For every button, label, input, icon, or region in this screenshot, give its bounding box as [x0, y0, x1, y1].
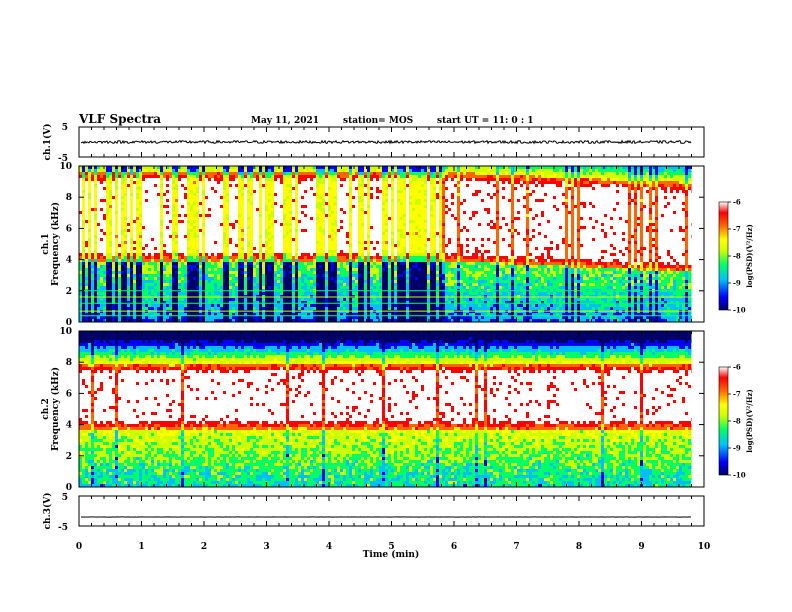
y-tick-label: 2	[66, 287, 72, 297]
figure-title: VLF Spectra	[78, 112, 161, 126]
panel-ch1-spectrogram: 0 2 4 6 8 10 ch.1 Frequency (kHz)	[41, 162, 705, 328]
colorbar-tick-label: -9	[733, 279, 741, 288]
x-tick-label: 9	[638, 542, 644, 552]
ch3-wave-ytick-bottom: -5	[58, 523, 68, 533]
colorbar-tick-label: -7	[733, 225, 741, 234]
ch1-wave-ytick-bottom: -5	[58, 154, 68, 164]
y-tick-label: 8	[66, 193, 72, 203]
x-tick-label: 0	[76, 542, 82, 552]
x-axis-label: Time (min)	[363, 549, 420, 560]
panel-ch2-spectrogram: 0 2 4 6 8 10 ch.2 Frequency (kHz)	[41, 327, 705, 493]
colorbar-tick-label: -10	[733, 306, 746, 315]
x-tick-label: 4	[326, 542, 332, 552]
header-date: May 11, 2021	[251, 116, 319, 126]
colorbar-ch2-gradient	[718, 366, 729, 476]
y-tick-label: 4	[66, 421, 72, 431]
ch1-spectrogram-image	[79, 166, 704, 322]
header-station: station= MOS	[343, 116, 413, 126]
ch1-wave-ylabel: ch.1(V)	[42, 124, 53, 161]
y-tick-label: 10	[59, 327, 72, 337]
x-tick-label: 1	[138, 542, 144, 552]
y-tick-label: 0	[66, 483, 72, 493]
x-tick-label: 7	[513, 542, 519, 552]
ch2-spectrogram-yticks: 0 2 4 6 8 10	[59, 327, 704, 493]
y-tick-label: 4	[66, 256, 72, 266]
ch1-waveform-trace	[80, 139, 692, 145]
colorbar-ch1-gradient	[718, 201, 729, 311]
colorbar-tick-label: -6	[733, 363, 741, 372]
x-axis-ticks	[78, 127, 705, 526]
x-tick-label: 10	[698, 542, 711, 552]
colorbar-tick-label: -8	[733, 252, 741, 261]
waveform-line	[80, 139, 692, 145]
ch2-spectrogram-image	[79, 331, 704, 487]
x-tick-label: 2	[201, 542, 207, 552]
y-tick-label: 8	[66, 358, 72, 368]
colorbar-ch1-label: log(PSD)(V²/Hz)	[745, 224, 754, 288]
ch1-spec-ylabel-channel: ch.1	[41, 233, 51, 254]
y-tick-label: 6	[66, 389, 72, 399]
x-tick-label: 6	[451, 542, 457, 552]
y-tick-label: 6	[66, 224, 72, 234]
colorbar-tick-label: -10	[733, 471, 746, 480]
x-tick-label: 5	[388, 542, 394, 552]
colorbar-ch2-ticks: -6 -7 -8 -9 -10	[728, 363, 746, 480]
colorbar-tick-label: -7	[733, 390, 741, 399]
y-tick-label: 2	[66, 452, 72, 462]
x-tick-label: 3	[263, 542, 269, 552]
colorbar-ch1: -6 -7 -8 -9 -10 log(PSD)(V²/Hz)	[718, 198, 754, 315]
colorbar-ch2-label: log(PSD)(V²/Hz)	[745, 389, 754, 453]
ch2-spec-ylabel: Frequency (kHz)	[50, 367, 61, 451]
y-tick-label: 10	[59, 162, 72, 172]
ch3-wave-ytick-top: 5	[62, 493, 68, 503]
x-tick-label: 8	[576, 542, 582, 552]
header-start-time: start UT = 11: 0 : 1	[437, 116, 534, 126]
ch1-wave-ytick-top: 5	[62, 123, 68, 133]
ch2-spec-ylabel-channel: ch.2	[41, 398, 51, 419]
x-axis-tick-labels: 0 1 2 3 4 5 6 7 8 9 10	[76, 542, 710, 552]
colorbar-tick-label: -9	[733, 444, 741, 453]
colorbar-tick-label: -8	[733, 417, 741, 426]
ch1-spec-ylabel: Frequency (kHz)	[50, 202, 61, 286]
ch1-spectrogram-yticks: 0 2 4 6 8 10	[59, 162, 704, 328]
y-tick-label: 0	[66, 318, 72, 328]
colorbar-ch1-ticks: -6 -7 -8 -9 -10	[728, 198, 746, 315]
ch3-wave-ylabel: ch.3(V)	[42, 493, 53, 530]
colorbar-ch2: -6 -7 -8 -9 -10 log(PSD)(V²/Hz)	[718, 363, 754, 480]
colorbar-tick-label: -6	[733, 198, 741, 207]
